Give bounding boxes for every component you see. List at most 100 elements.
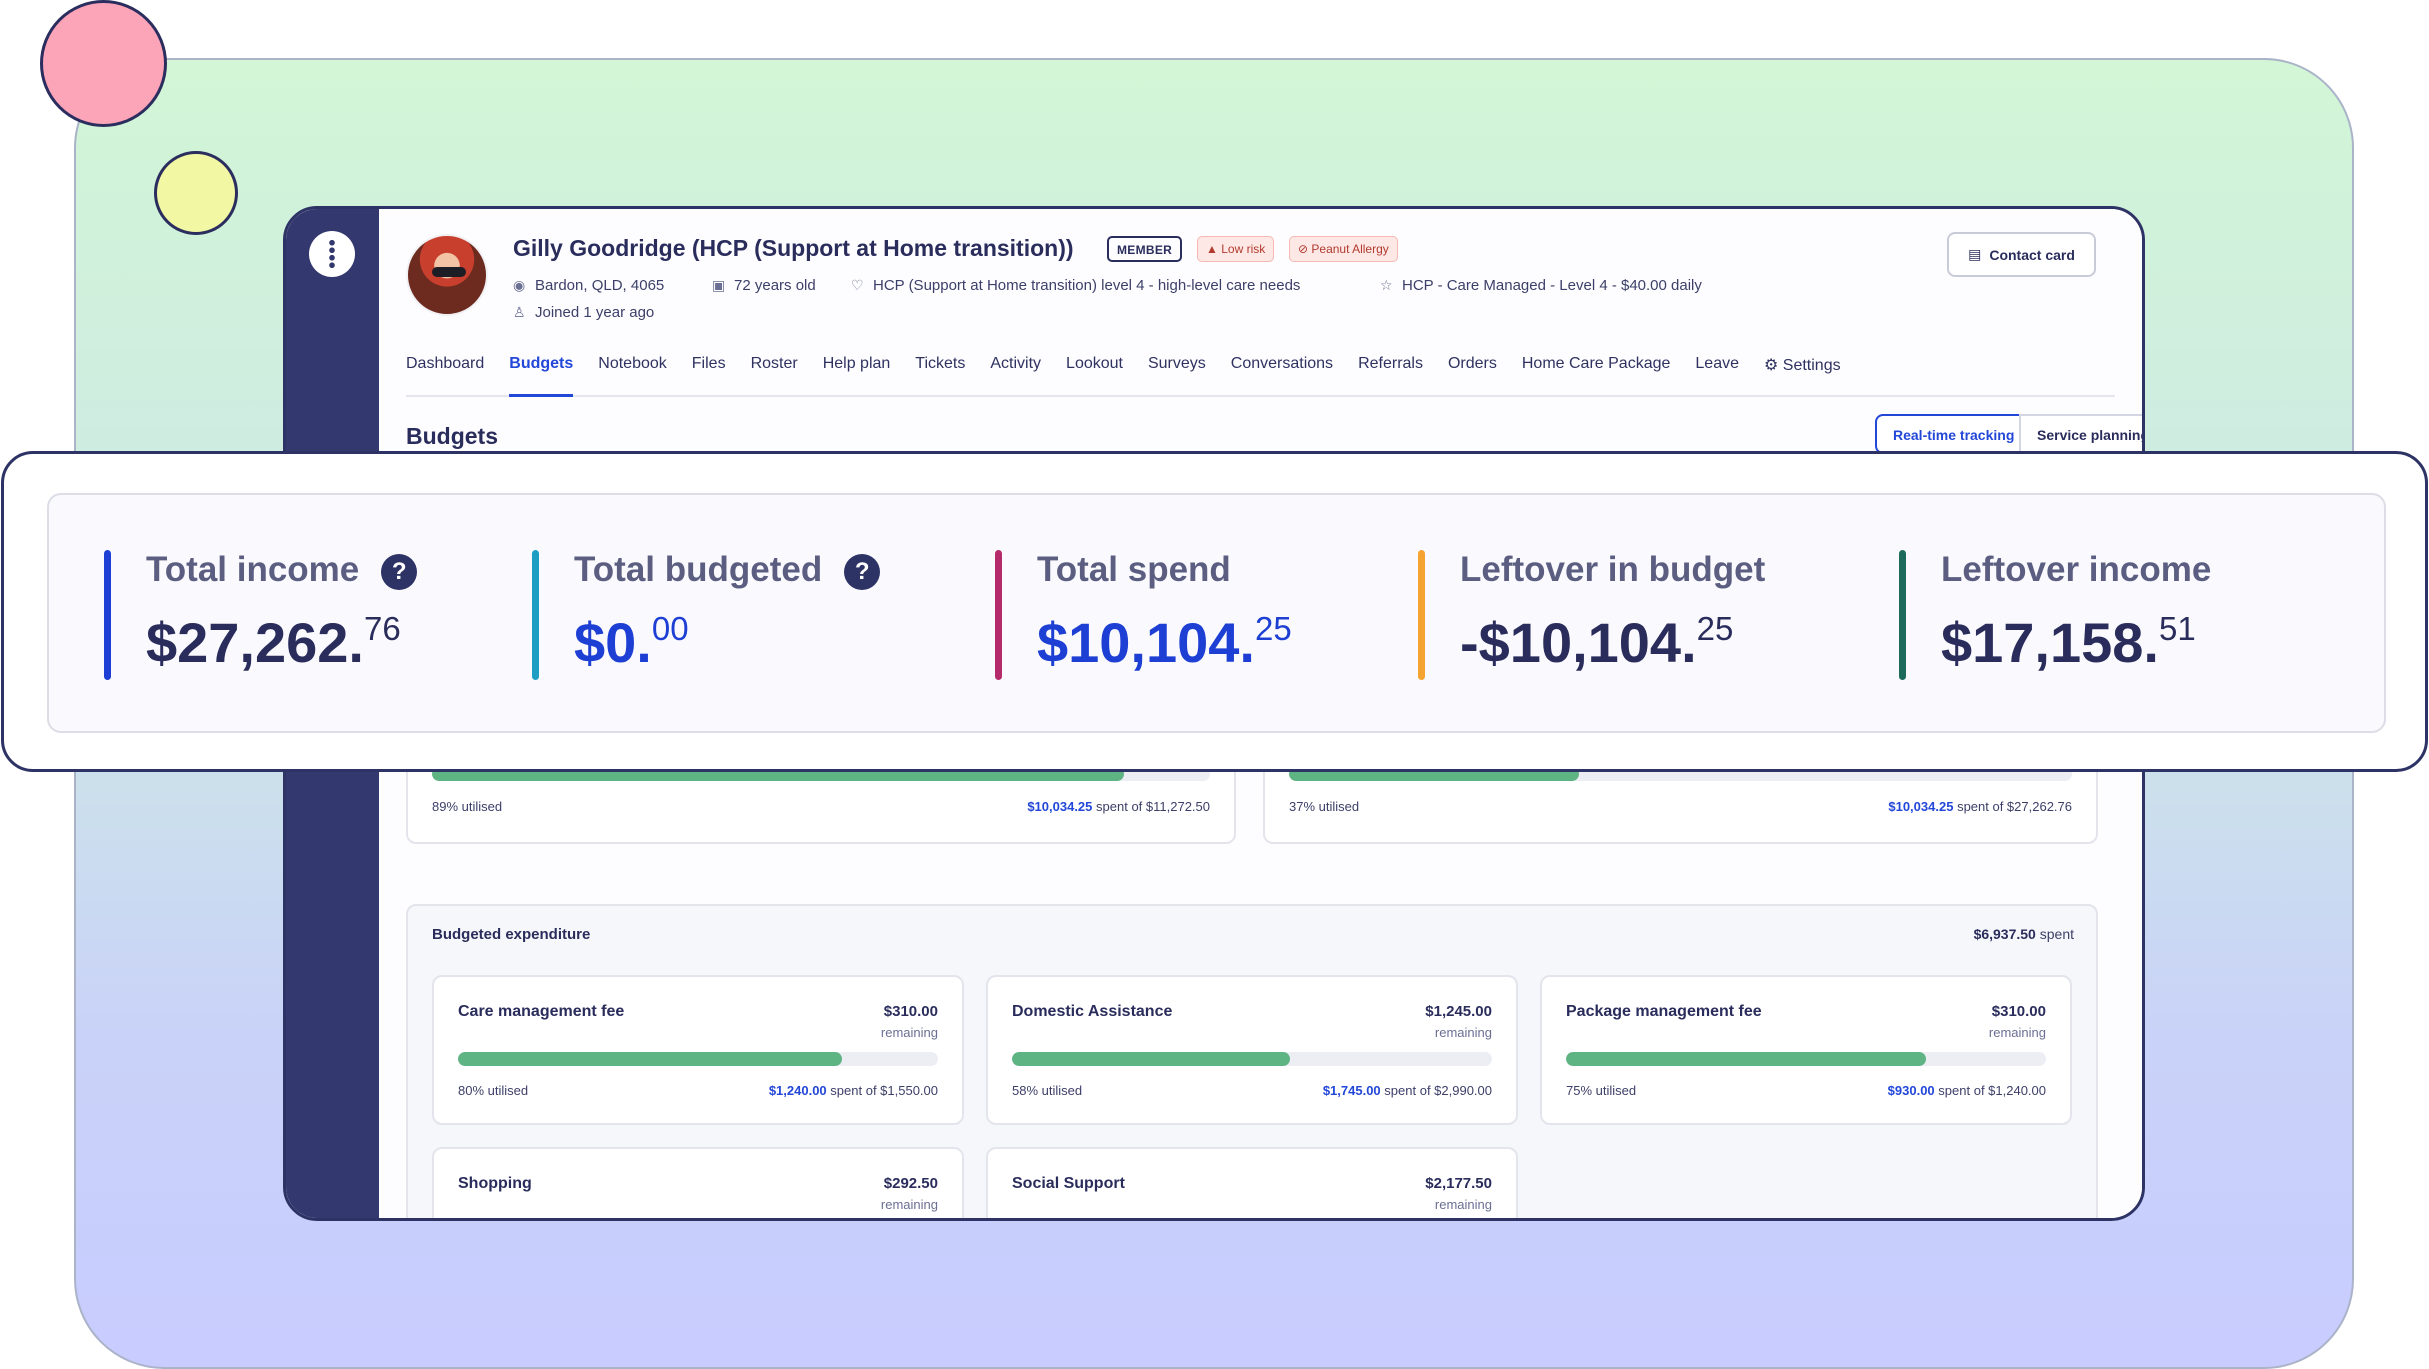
tab-orders[interactable]: Orders [1447,355,1497,372]
tab-help-plan[interactable]: Help plan [822,355,891,372]
spent-of: spent of $1,550.00 [830,1083,938,1098]
spent-amount: $10,034.25 [1888,799,1954,814]
budget-summary-overlay: Total income? $27,262.76 Total budgeted?… [1,451,2428,772]
expenditure-remaining: remaining [880,1025,938,1040]
stat-accent-bar [995,550,1002,680]
stat-label: Total income? [146,550,418,590]
stat-accent-bar [104,550,111,680]
spent-amount: $10,034.25 [1027,799,1093,814]
progress-track [1012,1052,1492,1066]
spent-amount: $1,240.00 [768,1083,827,1098]
stat-value-whole: -$10,104. [1460,611,1697,674]
expenditure-amount: $2,177.50 [1425,1175,1492,1192]
age-text: 72 years old [734,277,816,294]
stat-value-cents: 76 [363,610,401,647]
stat-value-cents: 00 [651,610,689,647]
avatar [406,234,488,316]
package-text: HCP - Care Managed - Level 4 - $40.00 da… [1402,277,1702,294]
stat-label: Leftover income [1941,550,2212,589]
tab-surveys[interactable]: Surveys [1147,355,1206,372]
expenditure-name: Social Support [1012,1175,1125,1192]
tab-notebook[interactable]: Notebook [598,355,667,372]
tab-dashboard[interactable]: Dashboard [406,355,485,372]
expenditure-remaining: remaining [880,1197,938,1212]
progress-track [1566,1052,2046,1066]
tab-conversations[interactable]: Conversations [1230,355,1334,372]
tab-bar: Dashboard Budgets Notebook Files Roster … [406,347,2115,397]
tab-settings[interactable]: ⚙ Settings [1764,347,1841,397]
tab-budgets[interactable]: Budgets [509,347,574,397]
contact-card-label: Contact card [1989,246,2075,263]
stat-label-text: Total income [146,550,360,589]
tab-leave[interactable]: Leave [1695,355,1739,372]
stat-label: Total spend [1037,550,1231,589]
app-logo[interactable] [309,231,355,277]
stat-value-cents: 25 [1254,610,1292,647]
expenditure-card-care-management[interactable]: Care management fee $310.00 remaining 80… [432,975,964,1125]
tab-files[interactable]: Files [691,355,726,372]
budget-summary-panel: Total income? $27,262.76 Total budgeted?… [47,493,2386,733]
utilised-text: 37% utilised [1289,799,1360,814]
risk-badge-label: Low risk [1221,242,1266,256]
expenditure-card-package-management[interactable]: Package management fee $310.00 remaining… [1540,975,2072,1125]
utilised-text: 58% utilised [1012,1083,1083,1098]
location-text: Bardon, QLD, 4065 [535,277,665,294]
stat-value: $10,104.25 [1037,610,1292,675]
age-meta: ▣ 72 years old [712,277,816,294]
allergy-badge-label: Peanut Allergy [1311,242,1389,256]
stat-value-whole: $27,262. [146,611,364,674]
stat-accent-bar [1418,550,1425,680]
spent-of: spent of $11,272.50 [1096,799,1210,814]
realtime-tracking-toggle[interactable]: Real-time tracking [1875,414,2033,454]
service-planning-toggle[interactable]: Service planning [2019,414,2142,454]
tab-tickets[interactable]: Tickets [915,355,966,372]
spent-of: spent of $2,990.00 [1384,1083,1492,1098]
expenditure-name: Shopping [458,1175,532,1192]
spent-of: spent of $1,240.00 [1938,1083,2046,1098]
expenditure-card-domestic-assistance[interactable]: Domestic Assistance $1,245.00 remaining … [986,975,1518,1125]
tab-lookout[interactable]: Lookout [1066,355,1123,372]
utilised-text: 89% utilised [432,799,503,814]
spent-of: spent of $27,262.76 [1957,799,2072,814]
warning-icon: ▲ [1206,242,1222,256]
stat-value-whole: $10,104. [1037,611,1255,674]
stat-value-whole: $0. [574,611,652,674]
gear-icon: ⚙ [1763,357,1783,374]
budgeted-expenditure-spent: $6,937.50 spent [1974,926,2074,942]
spent-text: $10,034.25 spent of $27,262.76 [1888,799,2072,814]
help-icon[interactable]: ? [844,554,881,590]
location-pin-icon: ◉ [513,277,526,293]
stat-value-cents: 25 [1696,610,1734,647]
expenditure-amount: $310.00 [883,1003,938,1020]
spent-text: $1,240.00 spent of $1,550.00 [769,1083,938,1098]
tab-roster[interactable]: Roster [750,355,798,372]
tab-home-care-package[interactable]: Home Care Package [1521,355,1671,372]
stat-label-text: Total budgeted [574,550,823,589]
stat-accent-bar [532,550,539,680]
tab-referrals[interactable]: Referrals [1358,355,1423,372]
contact-card-button[interactable]: ▤ Contact card [1947,232,2096,277]
expenditure-card-social-support[interactable]: Social Support $2,177.50 remaining [986,1147,1518,1218]
expenditure-remaining: remaining [1434,1025,1492,1040]
budgeted-expenditure-panel: Budgeted expenditure $6,937.50 spent Car… [406,904,2098,1218]
spent-text: $1,745.00 spent of $2,990.00 [1323,1083,1492,1098]
expenditure-remaining: remaining [1988,1025,2046,1040]
expenditure-amount: $310.00 [1991,1003,2046,1020]
package-meta: ☆ HCP - Care Managed - Level 4 - $40.00 d… [1380,277,1702,294]
expenditure-card-shopping[interactable]: Shopping $292.50 remaining [432,1147,964,1218]
stat-label: Total budgeted? [574,550,881,590]
be-spent-amount: $6,937.50 [1973,926,2036,942]
allergy-badge: ⊘ Peanut Allergy [1289,236,1398,262]
gift-icon: ▣ [712,277,726,293]
star-icon: ☆ [1380,277,1393,293]
tab-activity[interactable]: Activity [990,355,1042,372]
utilised-text: 75% utilised [1566,1083,1637,1098]
expenditure-amount: $292.50 [883,1175,938,1192]
spent-text: $930.00 spent of $1,240.00 [1888,1083,2046,1098]
progress-fill [1012,1052,1291,1066]
stat-value: $27,262.76 [146,610,401,675]
spent-amount: $930.00 [1887,1083,1935,1098]
help-icon[interactable]: ? [381,554,418,590]
expenditure-name: Package management fee [1566,1003,1762,1020]
